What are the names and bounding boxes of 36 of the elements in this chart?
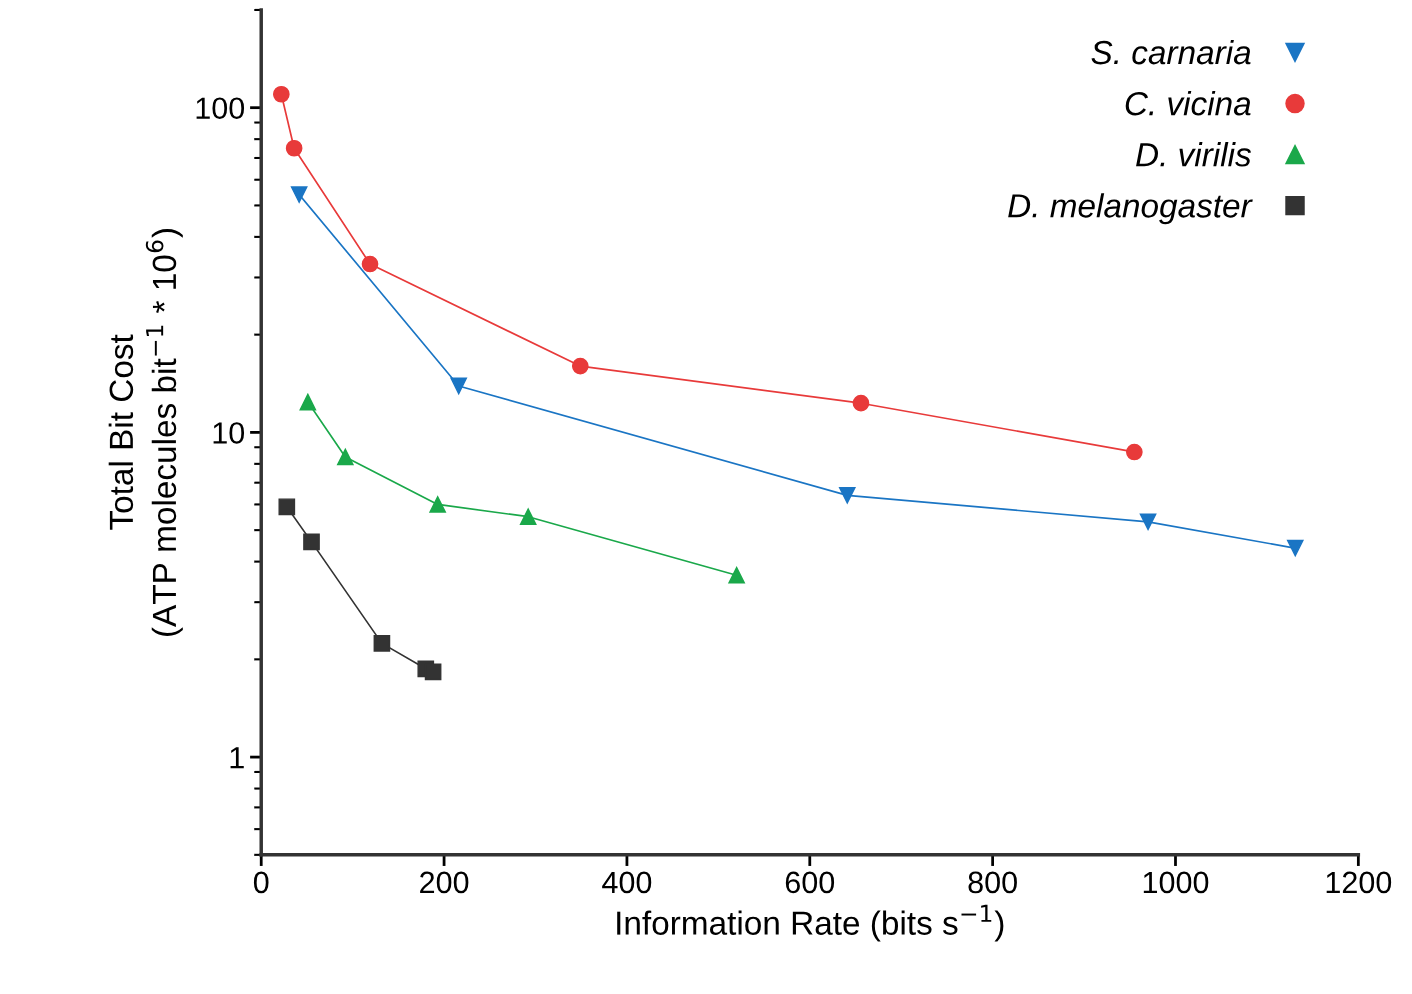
point [852, 394, 870, 412]
point [303, 533, 320, 551]
x-tick-label: 800 [968, 871, 1017, 894]
x-tick-label: 600 [785, 871, 835, 894]
x-axis-title: Information Rate (bits s$^{−1}$) [617, 904, 1004, 942]
point [373, 635, 391, 652]
point [424, 663, 442, 681]
point [278, 498, 296, 516]
legend-label: D. virilis [1136, 142, 1251, 167]
x-tick-label: 1200 [1326, 871, 1392, 894]
point [728, 566, 745, 584]
point [838, 486, 856, 504]
point [272, 85, 290, 103]
point [450, 377, 468, 395]
x-tick-label: 200 [420, 871, 469, 894]
x-tick-label: 0 [253, 871, 269, 894]
point [361, 255, 379, 273]
x-tick-label: 400 [602, 871, 652, 894]
point [336, 448, 354, 466]
point [1139, 513, 1157, 531]
point [299, 393, 317, 411]
legend-label: S. carnaria [1091, 39, 1251, 65]
point [1126, 443, 1143, 461]
legend-label: C. vicina [1125, 91, 1251, 116]
point [571, 357, 589, 375]
y-axis-title: Total Bit Cost (ATP molecules bit$^{−1}$ * 10$^{6}$) [108, 229, 183, 636]
y-tick-label: 10 [213, 422, 245, 444]
point [1286, 539, 1304, 557]
y-tick-label: 100 [196, 97, 245, 120]
legend-label: D. melanogaster [1008, 193, 1253, 225]
x-tick-label: 1000 [1143, 871, 1209, 894]
point [429, 496, 447, 513]
y-tick-label: 1 [230, 747, 244, 769]
point [285, 139, 303, 157]
point [519, 508, 537, 526]
point [290, 186, 308, 203]
